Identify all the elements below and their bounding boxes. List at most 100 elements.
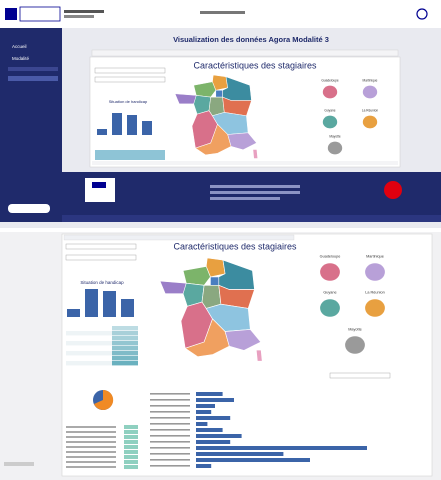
territory-label: Martinique [366,255,384,259]
bar [196,416,231,420]
horizontal-bar-chart [150,392,367,468]
territory-label: Martinique [363,79,378,83]
table-cell [112,331,138,336]
label-line [150,399,190,401]
table-cell [124,460,138,464]
table-row [66,346,138,351]
table-cell [124,425,138,429]
table-row [66,451,116,453]
table-cell [124,445,138,449]
territory-map [365,263,385,281]
filter[interactable] [329,372,391,379]
table-cell [112,361,138,366]
nav-subitem-active[interactable] [8,76,58,81]
table-row [66,361,138,366]
territories: Guadeloupe Martinique Guyane La Réunion Mayo… [321,79,378,155]
pie-slice [94,389,114,410]
bar [196,458,310,462]
org-name [64,10,104,13]
table-cell [112,346,138,351]
footer-logo [85,178,115,202]
bar [142,121,152,135]
user-button[interactable] [416,8,428,20]
filter[interactable] [94,67,166,74]
filter[interactable] [65,254,137,261]
territory-map [327,141,343,155]
bar-chart [97,113,152,135]
dashboard-title: Caractéristiques des stagiaires [173,241,297,251]
territory-map [322,85,338,99]
header-text [200,11,245,14]
toolbar [92,161,398,165]
bar [196,446,367,450]
table-cell [124,440,138,444]
sidebar [0,28,62,222]
dashboard-title: Caractéristiques des stagiaires [193,60,317,70]
bar [196,434,242,438]
bar [196,440,231,444]
table-cell [112,356,138,361]
logo-mark [5,8,17,20]
bar [85,289,98,317]
table-row [66,326,138,331]
account-button[interactable] [8,204,50,213]
table-row [66,431,116,433]
table-row [66,441,116,443]
marianne [92,182,106,188]
table-row [66,356,138,361]
table-row [66,436,116,438]
table-cell [112,336,138,341]
territory-label: La Réunion [365,291,384,295]
label-line [150,411,190,413]
table-cell [124,435,138,439]
bar [196,392,223,396]
bar [196,428,223,432]
table-cell [124,455,138,459]
bar [196,422,208,426]
bar [196,410,212,414]
chart-title: Situation de handicap [80,280,124,285]
bar [121,299,134,317]
territory-map [365,299,385,317]
table-row [66,446,116,448]
table-row [66,461,116,463]
table-cell [124,465,138,469]
territory-label: Guadeloupe [321,79,339,83]
label-line [150,429,190,431]
chart-title: Situation de handicap [109,99,148,104]
nav-item[interactable]: Modalité [12,56,30,61]
bar [196,398,234,402]
territory-map [362,85,378,99]
footer-text [210,191,300,194]
bar [127,115,137,135]
territory-label: Guadeloupe [320,255,341,259]
tabs[interactable] [91,49,399,57]
table [66,326,138,366]
table-cell [112,326,138,331]
table-cell [112,351,138,356]
org-name [64,15,94,18]
table-row [66,466,116,468]
table-row [66,351,138,356]
territory-label: La Réunion [362,109,379,113]
label-line [150,453,190,455]
territory-map [322,115,338,129]
label-line [150,393,190,395]
nav-subitem[interactable] [8,67,58,71]
toolbar [4,462,34,466]
filter[interactable] [65,243,137,250]
territory-label: Guyane [323,291,336,295]
tabs[interactable] [63,234,295,241]
footer-text [210,185,300,188]
nav-item[interactable]: Accueil [12,44,27,49]
bar [112,113,122,135]
table-cell [112,341,138,346]
territory-map [345,336,365,354]
filter[interactable] [94,76,166,83]
table-row [66,341,138,346]
footer-text [210,197,280,200]
label-line [150,435,190,437]
territories: Guadeloupe Martinique Guyane La Réunion Mayo… [320,255,385,354]
